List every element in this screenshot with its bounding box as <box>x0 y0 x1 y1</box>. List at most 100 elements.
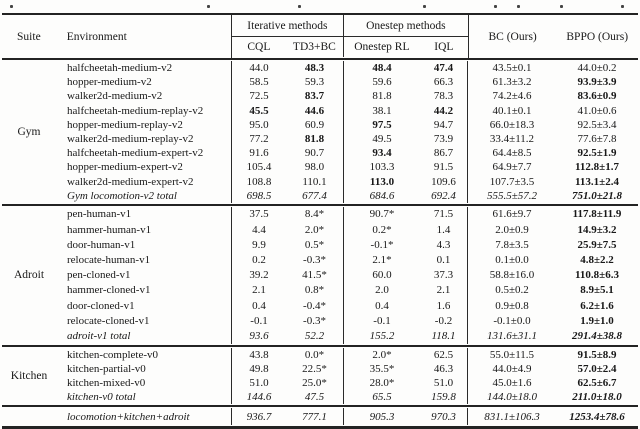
score-cell-iql: 4.3 <box>420 237 468 253</box>
table-row: walker2d-medium-expert-v2 108.8 110.1 113.0… <box>56 174 638 189</box>
score-cell-cql: 58.5 <box>249 76 269 89</box>
score-cell-iql: 62.5 <box>420 347 468 362</box>
environment-name: kitchen-complete-v0 <box>56 347 232 362</box>
score-cell-iql: 78.3 <box>420 89 468 104</box>
score-cell-bc: 0.5±0.2 <box>495 284 529 297</box>
score-cell-bppo: 110.8±6.3 <box>575 269 619 282</box>
environment-name: locomotion+kitchen+adroit <box>56 408 232 426</box>
environment-name: hopper-medium-replay-v2 <box>56 117 232 132</box>
score-cell-onestep: -0.1* <box>370 238 394 251</box>
score-cell-bc: 58.8±16.0 <box>489 269 535 282</box>
score-cell-bppo: 1.9±1.0 <box>580 314 614 327</box>
score-cell-cql: 51.0 <box>249 377 269 390</box>
suite-label: Kitchen <box>10 369 48 382</box>
score-cell-bc: 64.4±8.5 <box>492 147 532 160</box>
score-cell-bc: 61.6±9.7 <box>492 208 532 221</box>
score-cell-td3bc: 2.0* <box>286 222 344 238</box>
score-cell-td3bc: 0.5* <box>286 237 344 253</box>
score-cell-bc: 144.0±18.0 <box>486 391 538 404</box>
section-rows: kitchen-complete-v0 43.8 0.0* 2.0* 62.5 55.0±… <box>56 347 638 405</box>
score-cell-iql: 86.7 <box>420 146 468 161</box>
score-cell-td3bc: 52.2 <box>286 328 344 344</box>
score-cell-td3bc: 0.8* <box>286 282 344 298</box>
environment-name: door-human-v1 <box>56 237 232 253</box>
score-cell-bppo: 4.8±2.2 <box>580 254 614 267</box>
score-cell-iql: 66.3 <box>420 75 468 90</box>
score-cell-bc: 0.9±0.8 <box>495 299 529 312</box>
score-cell-onestep: 684.6 <box>369 189 395 202</box>
environment-name: walker2d-medium-replay-v2 <box>56 131 232 147</box>
score-cell-bppo: 117.8±11.9 <box>572 208 622 221</box>
score-cell-iql: 692.4 <box>420 188 468 203</box>
score-cell-td3bc: 41.5* <box>286 267 344 283</box>
score-cell-iql: 51.0 <box>420 375 468 391</box>
score-cell-td3bc: 81.8 <box>286 131 344 147</box>
score-cell-bc: 555.5±57.2 <box>486 189 538 202</box>
table-row: pen-cloned-v1 39.2 41.5* 60.0 37.3 58.8±16.0 1… <box>56 267 638 283</box>
score-cell-bppo: 83.6±0.9 <box>577 90 617 103</box>
score-cell-cql: 936.7 <box>246 410 272 423</box>
environment-name: hammer-human-v1 <box>56 222 232 238</box>
score-cell-bc: 131.6±31.1 <box>486 329 538 342</box>
score-cell-td3bc: 22.5* <box>286 361 344 376</box>
environment-name: hammer-cloned-v1 <box>56 282 232 298</box>
score-cell-bppo: 62.5±6.7 <box>577 377 617 390</box>
score-cell-bc: 43.5±0.1 <box>492 62 532 75</box>
score-cell-bppo: 92.5±3.4 <box>577 118 617 131</box>
score-cell-onestep: 2.0 <box>375 284 389 297</box>
environment-name: adroit-v1 total <box>56 328 232 344</box>
score-cell-bppo: 77.6±7.8 <box>577 133 617 146</box>
environment-name: halfcheetah-medium-v2 <box>56 61 232 76</box>
environment-name: pen-human-v1 <box>56 206 232 223</box>
score-cell-cql: 144.6 <box>246 391 272 404</box>
bppo-ours-column-header: BPPO (Ours) <box>566 30 629 43</box>
score-cell-onestep: 0.4 <box>375 299 389 312</box>
suite-section-gym: Gym halfcheetah-medium-v2 44.0 48.3 48.4 47.4… <box>2 60 638 204</box>
table-row: door-cloned-v1 0.4 -0.4* 0.4 1.6 0.9±0.8 6.2±1… <box>56 298 638 314</box>
score-cell-td3bc: 110.1 <box>286 174 344 189</box>
score-cell-td3bc: 0.0* <box>286 347 344 362</box>
score-cell-td3bc: -0.3* <box>286 252 344 268</box>
suite-column-header: Suite <box>17 30 41 43</box>
table-row: kitchen-mixed-v0 51.0 25.0* 28.0* 51.0 45.0±1… <box>56 375 638 391</box>
table-row: hopper-medium-replay-v2 95.0 60.9 97.5 94.7 6… <box>56 117 638 132</box>
total-row: locomotion+kitchen+adroit 936.7 777.1 905.3… <box>56 408 638 426</box>
environment-name: halfcheetah-medium-expert-v2 <box>56 146 232 161</box>
onestep-rl-column-header: Onestep RL <box>354 41 410 53</box>
score-cell-td3bc: 83.7 <box>286 89 344 104</box>
suite-label: Gym <box>17 125 41 138</box>
score-cell-td3bc: -0.3* <box>286 313 344 329</box>
table-row: pen-human-v1 37.5 8.4* 90.7* 71.5 61.6±9.7 117… <box>56 206 638 223</box>
environment-name: kitchen-mixed-v0 <box>56 375 232 391</box>
score-cell-onestep: 155.2 <box>369 329 395 342</box>
score-cell-iql: 44.2 <box>420 103 468 118</box>
score-cell-td3bc: 98.0 <box>286 160 344 175</box>
table-body: Gym halfcheetah-medium-v2 44.0 48.3 48.4 47.4… <box>2 60 638 426</box>
score-cell-bppo: 8.9±5.1 <box>580 284 614 297</box>
score-cell-cql: 0.4 <box>252 299 266 312</box>
score-cell-bppo: 92.5±1.9 <box>577 147 617 160</box>
score-cell-td3bc: 60.9 <box>286 117 344 132</box>
score-cell-iql: 2.1 <box>420 282 468 298</box>
score-cell-iql: 970.3 <box>420 408 468 426</box>
score-cell-cql: 45.5 <box>249 104 269 117</box>
score-cell-onestep: 59.6 <box>372 76 392 89</box>
score-cell-onestep: 49.5 <box>372 133 392 146</box>
score-cell-td3bc: 90.7 <box>286 146 344 161</box>
score-cell-cql: 105.4 <box>246 161 272 174</box>
score-cell-iql: 109.6 <box>420 174 468 189</box>
table-row: relocate-human-v1 0.2 -0.3* 2.1* 0.1 0.1±0.0 4… <box>56 252 638 268</box>
section-rows: locomotion+kitchen+adroit 936.7 777.1 905.3… <box>56 408 638 426</box>
score-cell-bc: 33.4±11.2 <box>489 133 535 146</box>
score-cell-cql: 9.9 <box>252 238 266 251</box>
score-cell-iql: 118.1 <box>420 328 468 344</box>
environment-name: Gym locomotion-v2 total <box>56 188 232 203</box>
environment-name: kitchen-v0 total <box>56 390 232 405</box>
score-cell-bc: 74.2±4.6 <box>492 90 532 103</box>
suite-section-kitchen: Kitchen kitchen-complete-v0 43.8 0.0* 2.0* 62… <box>2 344 638 406</box>
table-row: halfcheetah-medium-v2 44.0 48.3 48.4 47.4 43.… <box>56 61 638 76</box>
score-cell-bppo: 112.8±1.7 <box>575 161 619 174</box>
table-row: walker2d-medium-replay-v2 77.2 81.8 49.5 73.… <box>56 131 638 147</box>
onestep-methods-group-header: Onestep methods <box>366 19 446 32</box>
group-header-row: Iterative methods Onestep methods <box>231 15 468 37</box>
